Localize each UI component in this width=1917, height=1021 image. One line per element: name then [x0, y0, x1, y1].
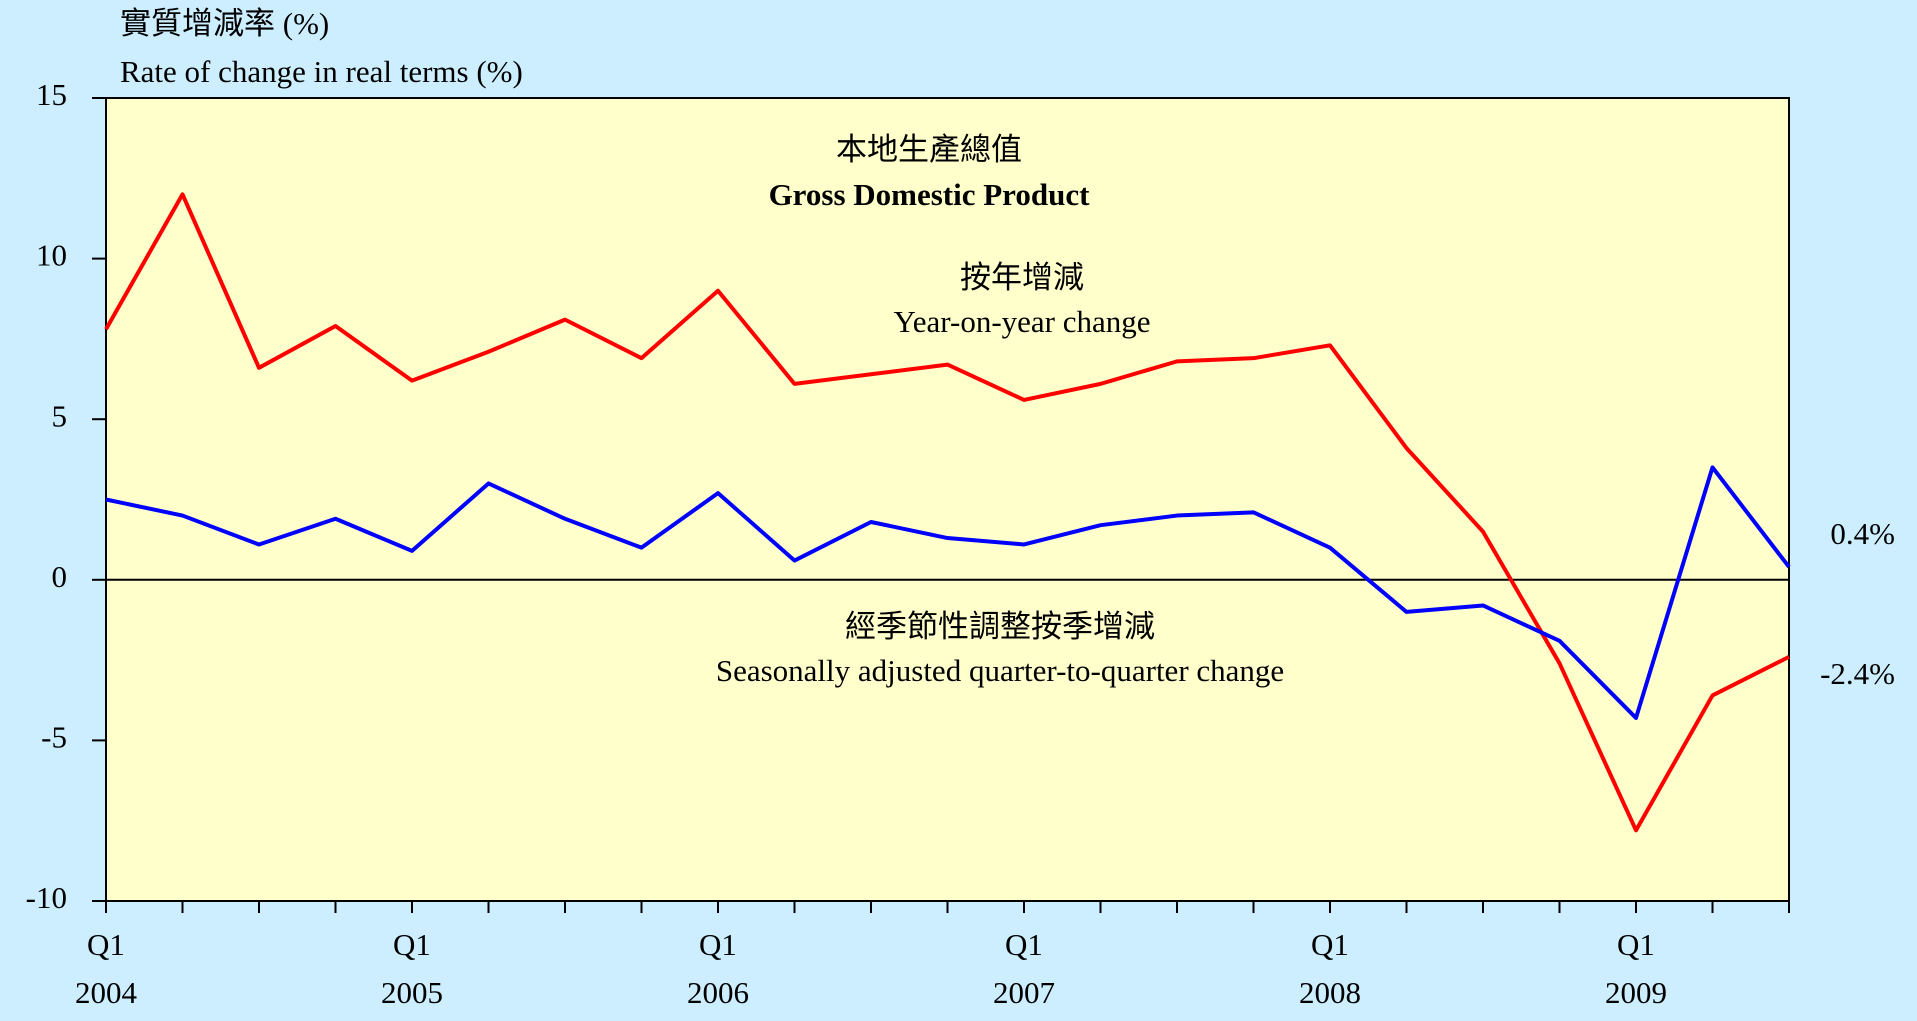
plot-area [105, 97, 1790, 902]
x-tick-label: Q1 [699, 927, 737, 962]
x-tick-label: 2008 [1299, 975, 1361, 1010]
data-label: -2.4% [1820, 656, 1895, 691]
y-tick-label: 5 [52, 398, 68, 433]
x-tick-label: Q1 [393, 927, 431, 962]
chart-title-zh: 本地生產總值 [836, 132, 1022, 167]
chart-title: Gross Domestic Product [769, 177, 1091, 212]
y-tick-label: 15 [36, 77, 67, 112]
y-tick-label: 10 [36, 238, 67, 273]
y-tick-label: -10 [26, 880, 67, 915]
x-tick-label: Q1 [1311, 927, 1349, 962]
series-label-zh: 經季節性調整按季增減 [845, 609, 1155, 644]
y-axis-label-zh: 實質增減率 (%) [120, 6, 329, 41]
y-tick-label: 0 [52, 559, 68, 594]
y-tick-label: -5 [41, 720, 67, 755]
series-label: Year-on-year change [893, 304, 1150, 339]
x-tick-label: Q1 [1005, 927, 1043, 962]
x-tick-label: 2007 [993, 975, 1055, 1010]
x-tick-label: 2005 [381, 975, 443, 1010]
x-tick-label: Q1 [87, 927, 125, 962]
y-axis-label: Rate of change in real terms (%) [120, 54, 523, 89]
x-tick-label: 2006 [687, 975, 749, 1010]
series-line [105, 465, 1791, 720]
data-label: 0.4% [1830, 516, 1895, 551]
series-label-zh: 按年增減 [960, 260, 1084, 295]
x-tick-label: 2004 [75, 975, 138, 1010]
series-label: Seasonally adjusted quarter-to-quarter c… [716, 653, 1284, 688]
x-tick-label: Q1 [1617, 927, 1655, 962]
x-tick-label: 2009 [1605, 975, 1667, 1010]
series-line [104, 192, 1790, 833]
